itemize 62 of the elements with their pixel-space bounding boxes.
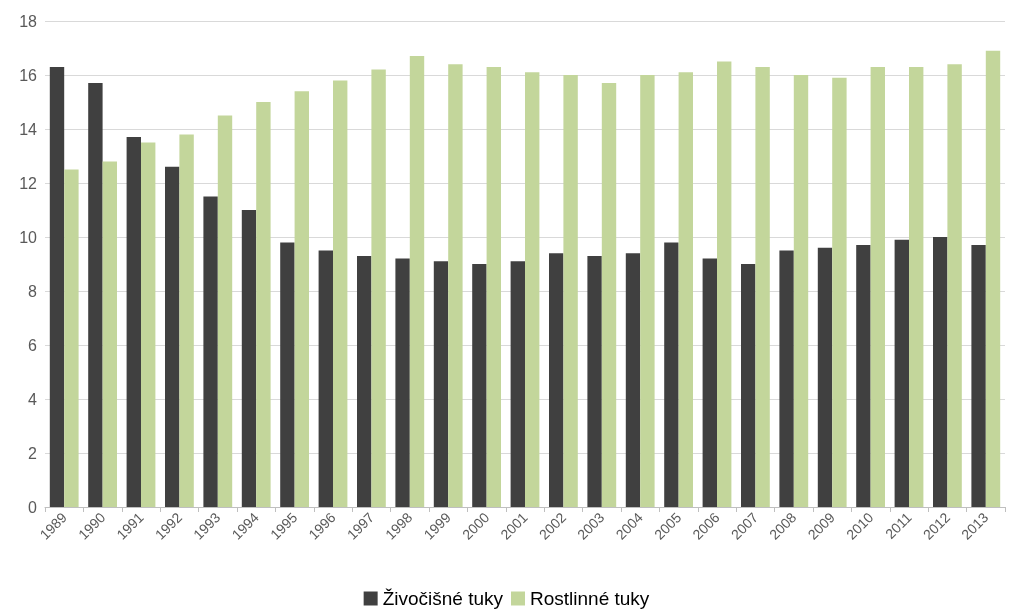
bar	[664, 242, 679, 507]
bar	[179, 134, 194, 507]
bar	[702, 258, 717, 507]
bar	[601, 83, 617, 507]
bar	[625, 253, 641, 507]
bar	[947, 64, 962, 507]
bar	[549, 253, 564, 507]
bar	[832, 77, 847, 507]
bar	[357, 255, 372, 507]
bar	[165, 166, 180, 507]
bar	[294, 91, 309, 507]
bar	[409, 56, 425, 507]
bar	[241, 210, 257, 507]
bar	[856, 245, 871, 507]
bar	[717, 61, 732, 507]
bar	[909, 66, 924, 507]
bar	[587, 255, 602, 507]
bar	[472, 264, 487, 507]
bar	[280, 242, 295, 507]
y-tick-label: 2	[28, 444, 38, 462]
bar	[741, 264, 756, 507]
legend-label: Rostlinné tuky	[530, 588, 650, 609]
bar	[141, 142, 156, 507]
bar	[448, 64, 463, 507]
bar	[49, 66, 65, 507]
bar	[779, 250, 794, 507]
bar	[395, 258, 410, 507]
bar	[817, 247, 833, 507]
bar	[64, 169, 79, 507]
bar	[371, 69, 386, 507]
bar	[102, 161, 117, 507]
bar	[486, 66, 501, 507]
y-tick-label: 16	[19, 66, 38, 84]
y-tick-label: 6	[28, 336, 38, 354]
y-tick-label: 14	[19, 120, 38, 138]
y-tick-label: 18	[19, 12, 38, 30]
bar	[755, 66, 770, 507]
y-tick-label: 0	[28, 498, 38, 516]
y-tick-label: 4	[28, 390, 38, 408]
bar	[933, 237, 948, 507]
bar	[203, 196, 218, 507]
bar	[640, 75, 655, 507]
bar	[256, 102, 271, 507]
bar	[318, 250, 333, 507]
bar	[433, 261, 449, 507]
bar	[793, 75, 809, 507]
y-tick-label: 8	[28, 282, 38, 300]
y-tick-label: 12	[19, 174, 38, 192]
bar	[870, 66, 885, 507]
bar	[510, 261, 525, 507]
bar	[88, 83, 103, 507]
y-tick-label: 10	[19, 228, 38, 246]
bar	[563, 75, 578, 507]
bar	[894, 239, 909, 507]
bar	[985, 50, 1001, 507]
bar	[126, 137, 141, 507]
bar	[678, 72, 693, 507]
bar	[971, 245, 986, 507]
bar	[217, 115, 233, 507]
legend-label: Živočišné tuky	[382, 588, 504, 609]
bar	[525, 72, 540, 507]
bar	[333, 80, 348, 507]
